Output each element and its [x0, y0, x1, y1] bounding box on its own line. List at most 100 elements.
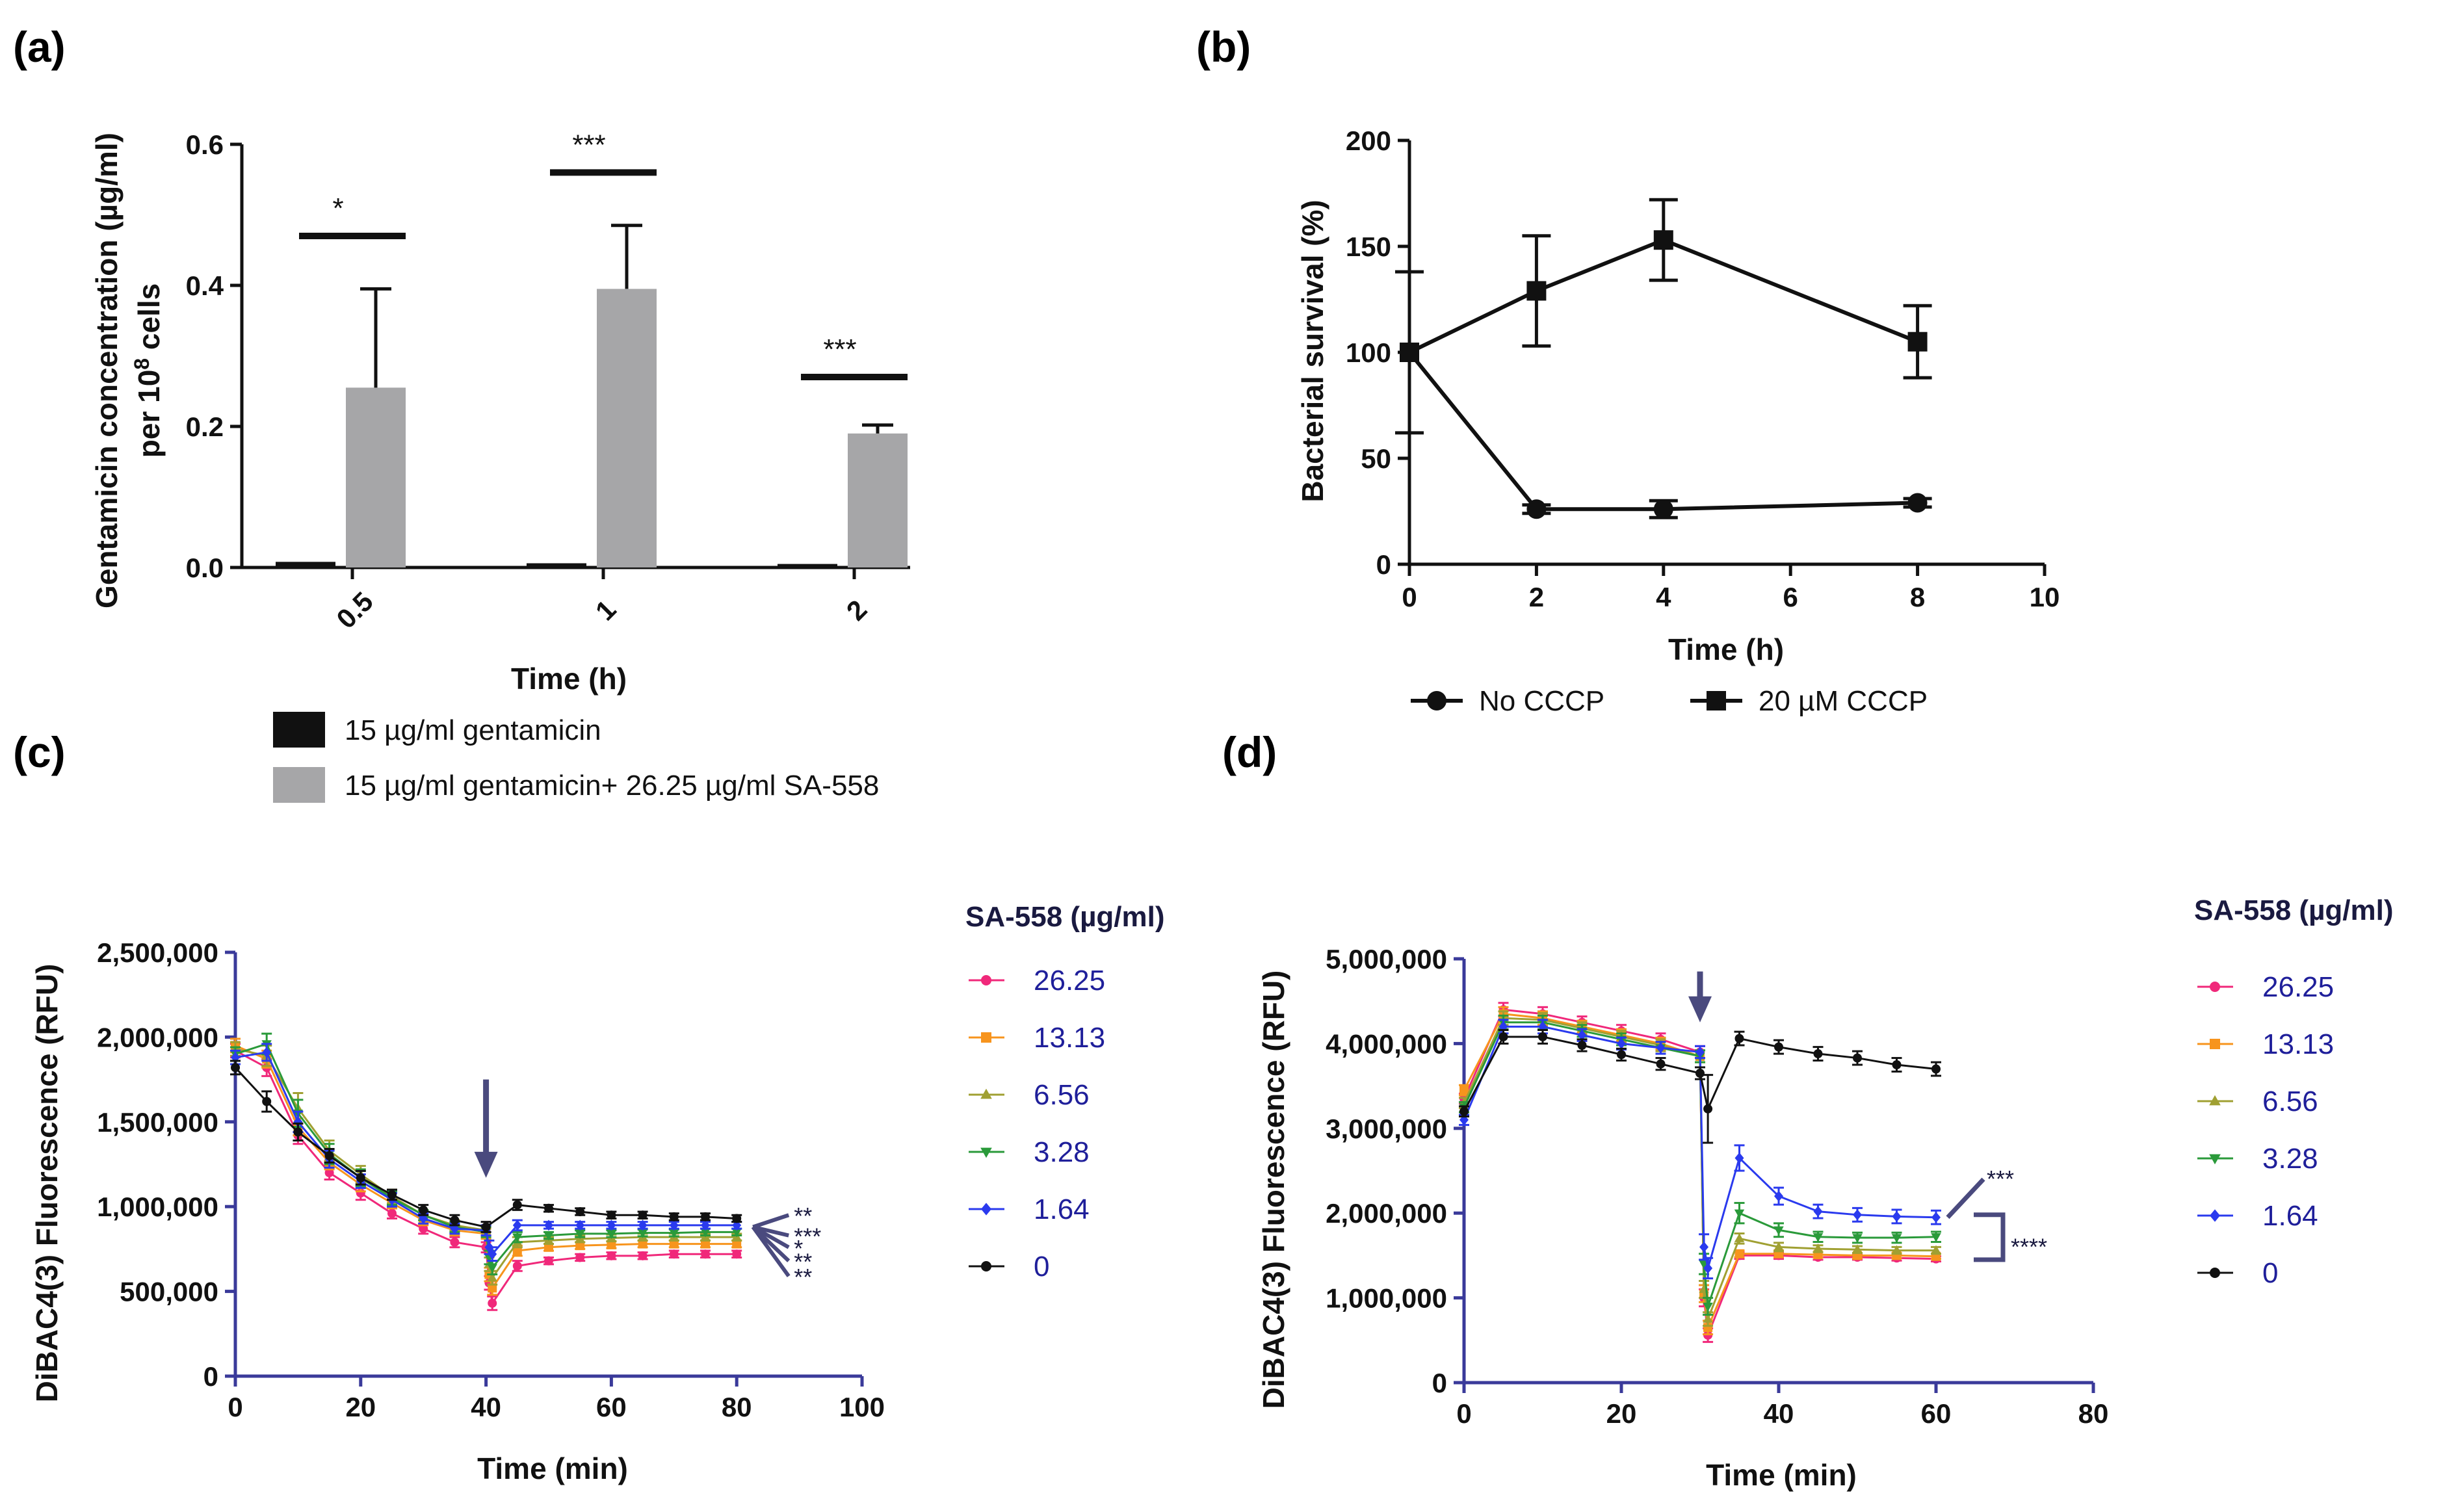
chart-b-ytick-label: 150 [1346, 231, 1391, 262]
chart-b-point [1400, 343, 1419, 362]
chart-c-point [544, 1219, 553, 1231]
chart-d-point [1853, 1209, 1862, 1221]
chart-c-point [575, 1207, 585, 1217]
chart-d-point [1852, 1244, 1863, 1253]
chart-c-point [638, 1210, 648, 1220]
chart-b-legend-label: No CCCP [1479, 685, 1604, 717]
chart-d-ytick-label: 4,000,000 [1326, 1028, 1447, 1059]
chart-d-point [1774, 1190, 1783, 1202]
chart-c-point [575, 1230, 585, 1239]
chart-c-legend-label: 6.56 [1034, 1079, 1090, 1111]
chart-d-legend-label: 6.56 [2262, 1086, 2318, 1117]
panel-label-a: (a) [13, 23, 66, 71]
chart-c-xtick-label: 40 [471, 1392, 501, 1422]
chart-a-ylabel-line1: Gentamicin concentration (µg/ml) [90, 133, 124, 608]
chart-c-legend-label: 1.64 [1034, 1193, 1090, 1225]
chart-c-point [356, 1173, 365, 1182]
chart-d-point [1734, 1153, 1744, 1164]
chart-d-sig-bracket [1974, 1212, 2006, 1262]
chart-a-ytick-label: 0.0 [186, 553, 224, 583]
chart-a-legend-swatch [273, 767, 325, 803]
chart-d-point [1853, 1053, 1862, 1063]
chart-c-point [607, 1251, 616, 1260]
chart-b-xtick-label: 2 [1529, 582, 1544, 612]
chart-d-legend-marker [2210, 1039, 2220, 1049]
chart-b-ytick-label: 0 [1376, 549, 1391, 580]
chart-d-point [1812, 1243, 1824, 1253]
chart-c-point [487, 1272, 497, 1282]
chart-c-treatment-arrowhead [474, 1151, 498, 1178]
chart-d-point [1734, 1249, 1744, 1258]
chart-d-point [1577, 1041, 1587, 1050]
chart-c-point [387, 1190, 397, 1199]
chart-c-ytick-label: 1,000,000 [97, 1192, 218, 1222]
chart-b-xtick-label: 0 [1402, 582, 1417, 612]
chart-d-point [1891, 1245, 1902, 1255]
chart-d-xtick-label: 20 [1606, 1398, 1637, 1429]
chart-c-point [669, 1219, 679, 1231]
chart-c-point [732, 1214, 742, 1223]
chart-d-ytick-label: 5,000,000 [1326, 944, 1447, 974]
chart-c-point [387, 1208, 397, 1218]
chart-c-point [701, 1249, 710, 1259]
chart-b-ylabel: Bacterial survival (%) [1296, 200, 1329, 502]
chart-b-point [1526, 499, 1547, 519]
chart-a-significance-label: *** [823, 333, 856, 365]
chart-d-point [1931, 1245, 1941, 1255]
chart-a-ytick-label: 0.2 [186, 411, 224, 442]
chart-c-point [575, 1219, 585, 1231]
chart-a-significance-label: * [332, 192, 343, 224]
chart-d-xlabel: Time (min) [1706, 1458, 1857, 1492]
chart-b-legend-marker [1427, 691, 1446, 710]
chart-d-legend-title: SA-558 (µg/ml) [2194, 894, 2394, 926]
chart-d-point [1734, 1034, 1744, 1043]
chart-d: DiBAC4(3) Fluorescence (RFU) Time (min) … [1257, 894, 2394, 1492]
chart-d-legend-marker [2210, 1268, 2220, 1278]
chart-d-point [1813, 1049, 1823, 1059]
chart-a: Gentamicin concentration (µg/ml) per 108… [90, 129, 910, 803]
chart-c-point [638, 1251, 648, 1260]
chart-b-legend-label: 20 µM CCCP [1759, 685, 1928, 717]
chart-c-ytick-label: 2,500,000 [97, 937, 218, 968]
chart-d-legend-marker [2209, 1095, 2221, 1106]
chart-c: DiBAC4(3) Fluorescence (RFU) Time (min) … [30, 901, 1165, 1485]
chart-d-legend-marker [2210, 1209, 2220, 1222]
chart-c-ytick-label: 1,500,000 [97, 1107, 218, 1138]
chart-d-point [1703, 1314, 1713, 1323]
chart-a-bar [597, 289, 657, 567]
chart-a-significance-label: *** [572, 129, 605, 161]
chart-d-point [1617, 1038, 1626, 1049]
chart-c-legend-marker [981, 975, 991, 985]
chart-c-point [544, 1242, 553, 1252]
chart-b-xtick-label: 8 [1910, 582, 1925, 612]
chart-b-point [1907, 493, 1928, 513]
chart-c-point [512, 1261, 522, 1271]
chart-d-point [1459, 1106, 1469, 1116]
chart-c-point [419, 1224, 428, 1234]
chart-b-point [1653, 499, 1673, 519]
chart-d-legend-label: 26.25 [2262, 971, 2334, 1003]
chart-c-xtick-label: 80 [722, 1392, 752, 1422]
chart-c-point [732, 1239, 742, 1249]
chart-c-sig-label: *** [794, 1223, 821, 1250]
chart-d-ytick-label: 1,000,000 [1326, 1283, 1447, 1314]
chart-c-point [543, 1231, 554, 1241]
chart-c-point [607, 1240, 616, 1249]
chart-d-point [1852, 1234, 1863, 1244]
chart-c-point [512, 1246, 522, 1256]
panel-label-b: (b) [1196, 23, 1251, 71]
chart-c-ytick-label: 500,000 [120, 1277, 218, 1307]
chart-d-point [1892, 1060, 1902, 1069]
chart-a-ylabel-line2-pre: per 10 [132, 370, 166, 458]
chart-d-point [1498, 1021, 1508, 1032]
chart-b-xtick-label: 10 [2030, 582, 2060, 612]
panel-label-d: (d) [1222, 728, 1277, 776]
chart-d-point [1459, 1086, 1469, 1095]
chart-c-point [669, 1229, 679, 1238]
chart-c-point [701, 1212, 710, 1221]
chart-d-ytick-label: 3,000,000 [1326, 1114, 1447, 1144]
chart-d-series-line [1463, 1036, 1937, 1112]
chart-d-point [1617, 1050, 1626, 1060]
chart-c-xtick-label: 60 [596, 1392, 627, 1422]
